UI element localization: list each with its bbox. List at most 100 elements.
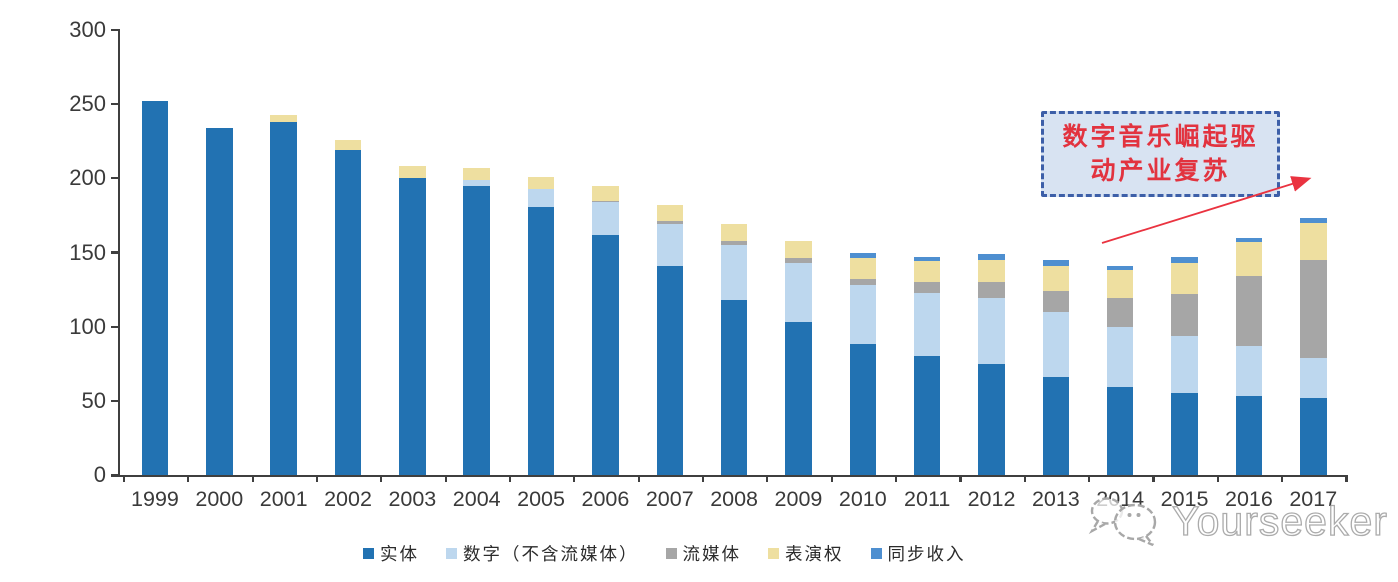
y-tick-label: 150 [69, 239, 106, 265]
bar-segment [592, 202, 619, 235]
legend-label: 数字（不含流媒体） [463, 545, 639, 565]
bar-segment [1171, 335, 1198, 394]
bar-segment [527, 206, 555, 475]
bar-segment [1235, 396, 1263, 475]
x-tick-label: 2001 [259, 487, 308, 511]
x-tick-label: 2016 [1225, 487, 1273, 511]
bar-segment [720, 240, 748, 246]
bar-segment [656, 205, 684, 222]
bar-segment [785, 240, 812, 259]
bar-segment [656, 224, 684, 266]
x-axis-tick [895, 475, 898, 482]
x-tick-label: 2007 [645, 487, 694, 511]
bar-segment [1300, 397, 1327, 475]
x-tick-label: 2017 [1289, 487, 1338, 511]
bar-segment [785, 258, 812, 263]
bar-segment [1171, 393, 1198, 475]
bar-segment [656, 265, 684, 475]
bar-segment [849, 252, 877, 259]
y-tick-label: 100 [69, 313, 106, 339]
bar-segment [527, 188, 555, 207]
bar-segment [527, 176, 555, 189]
x-tick-label: 2003 [388, 487, 437, 511]
bar-segment [1235, 345, 1263, 397]
bar-segment [270, 121, 297, 475]
y-tick-label: 250 [69, 91, 106, 117]
x-axis-tick [444, 475, 447, 482]
x-tick-label: 2000 [195, 487, 244, 511]
x-axis-tick [187, 475, 190, 482]
x-axis-tick [1023, 475, 1026, 482]
y-axis-line [117, 29, 120, 476]
bar-segment [334, 139, 362, 151]
bar-segment [913, 261, 941, 283]
x-axis-tick [315, 475, 319, 482]
bar-segment [978, 298, 1005, 364]
legend: 实体 数字（不含流媒体） 流媒体 表演权 同步收入 [363, 541, 966, 566]
bar-segment [720, 245, 748, 300]
bar-segment [399, 178, 426, 475]
watermark: Yourseeker [1086, 492, 1388, 550]
x-axis-tick [508, 475, 512, 482]
bar-segment [978, 259, 1005, 283]
y-tick-label: 0 [93, 462, 106, 487]
legend-item: 表演权 [768, 541, 844, 566]
x-tick-label: 2015 [1160, 487, 1209, 511]
bar-segment [399, 166, 426, 179]
x-axis-tick [1345, 475, 1348, 482]
x-tick-label: 1999 [131, 487, 179, 511]
x-tick-label: 2009 [774, 487, 823, 511]
bar-segment [1235, 242, 1263, 277]
bar-segment [785, 262, 812, 323]
legend-label: 表演权 [785, 545, 844, 565]
bar-segment [1042, 265, 1070, 292]
y-axis-tick [110, 251, 118, 254]
bar-segment [1300, 218, 1327, 223]
legend-swatch [363, 548, 374, 559]
legend-item: 流媒体 [665, 541, 742, 566]
x-tick-label: 2011 [904, 487, 951, 511]
bar-segment [592, 185, 619, 201]
bar-segment [1106, 326, 1134, 388]
x-axis-line [111, 474, 1346, 477]
y-tick-label: 200 [69, 165, 106, 191]
bar-segment [849, 258, 877, 280]
bar-segment [334, 150, 362, 475]
bar-segment [206, 127, 233, 475]
bar-segment [1171, 256, 1198, 263]
annotation-callout: 数字音乐崛起驱 动产业复苏 [1041, 111, 1280, 197]
bar-segment [592, 200, 619, 203]
legend-label: 流媒体 [682, 545, 741, 565]
x-tick-label: 2008 [710, 487, 759, 511]
x-axis-tick [380, 475, 383, 482]
x-axis-tick [959, 475, 962, 482]
bar-segment [656, 221, 684, 225]
legend-swatch [446, 548, 457, 559]
x-axis-tick [1152, 475, 1155, 482]
x-axis-tick [637, 475, 640, 482]
chat-bubbles-icon [1088, 497, 1157, 547]
x-axis-tick [1216, 475, 1219, 482]
legend-label: 实体 [380, 545, 419, 565]
y-tick-label: 50 [81, 387, 106, 413]
x-tick-label: 2004 [452, 487, 501, 511]
legend-swatch [768, 548, 779, 559]
bar-segment [1042, 259, 1070, 266]
bar-segment [913, 356, 941, 475]
bar-segment [913, 292, 941, 357]
bar-segment [1106, 270, 1134, 299]
x-axis-tick [573, 475, 576, 482]
x-axis-tick [830, 475, 833, 482]
y-axis-tick [110, 473, 118, 477]
bar-segment [1171, 262, 1198, 295]
bar-segment [1300, 357, 1327, 398]
x-axis-tick [766, 475, 769, 482]
legend-item: 同步收入 [870, 541, 966, 566]
x-axis-tick [251, 475, 254, 482]
annotation-line2: 动产业复苏 [1090, 156, 1231, 185]
y-axis-tick [110, 399, 118, 402]
x-tick-label: 2013 [1031, 487, 1080, 511]
bar-segment [849, 344, 877, 475]
x-tick-label: 2006 [581, 487, 630, 511]
